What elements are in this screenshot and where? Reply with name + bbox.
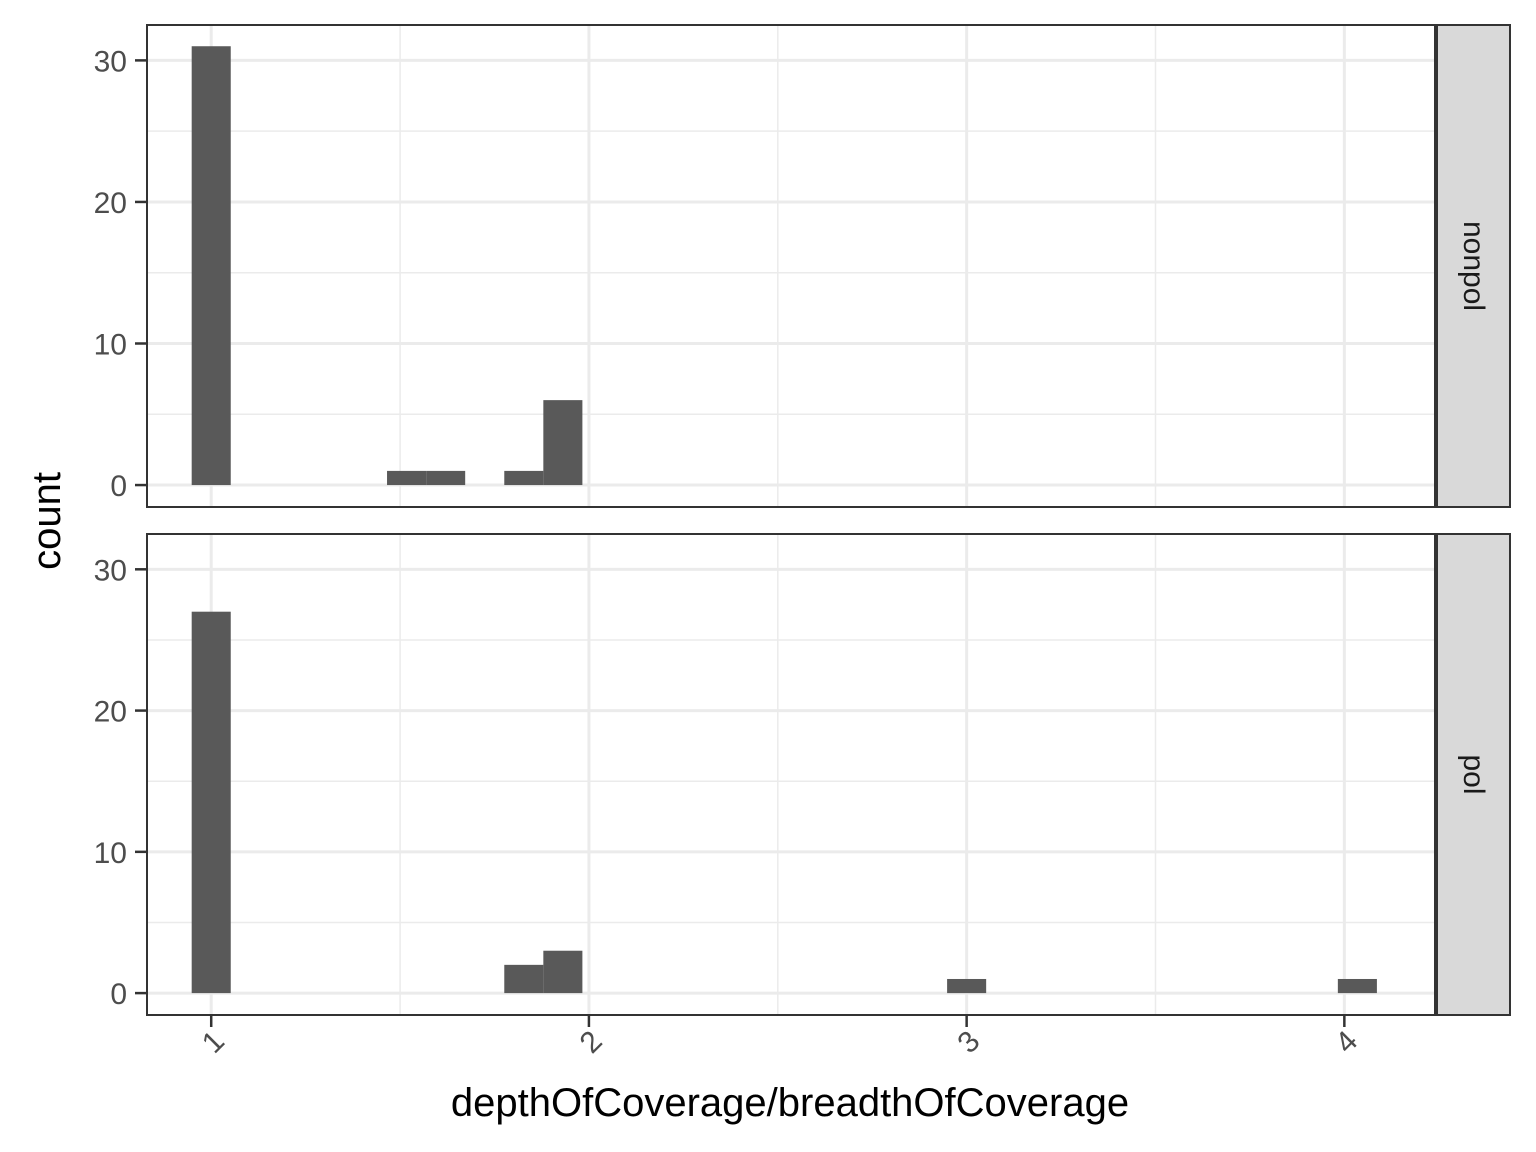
histogram-bar [387,470,427,486]
facet-strip [1436,24,1511,508]
y-tick-label: 0 [110,978,127,1011]
facet-strip [1436,533,1511,1016]
histogram-bar [504,470,544,486]
y-tick-label: 0 [110,470,127,503]
x-axis-title: depthOfCoverage/breadthOfCoverage [451,1081,1129,1125]
histogram-bar [191,611,231,994]
y-tick-label: 10 [94,329,127,362]
facet-strip-label: pol [1457,754,1490,794]
histogram-bar [426,470,466,486]
histogram-bar [191,46,231,486]
panel-background [147,534,1435,1015]
y-tick-label: 10 [94,837,127,870]
facet-strip-label: nonpol [1457,221,1490,311]
facet-panels: 0 10 20 30 nonpol 0 10 20 30 pol [94,24,1511,1016]
y-tick-label: 20 [94,696,127,729]
facet-panel-nonpol: 0 10 20 30 nonpol [94,24,1511,508]
panel-background [147,25,1435,507]
y-tick-label: 30 [94,45,127,78]
y-tick-label: 30 [94,554,127,587]
y-tick-label: 20 [94,187,127,220]
histogram-bar [947,978,987,994]
panel-border [146,533,1436,1016]
panel-border [146,24,1436,508]
facet-panel-pol: 0 10 20 30 pol [94,533,1511,1016]
histogram-bar [1337,978,1377,994]
histogram-bar [504,964,544,994]
histogram-bar [543,400,583,486]
y-axis-title: count [25,472,69,570]
histogram-bar [543,950,583,994]
